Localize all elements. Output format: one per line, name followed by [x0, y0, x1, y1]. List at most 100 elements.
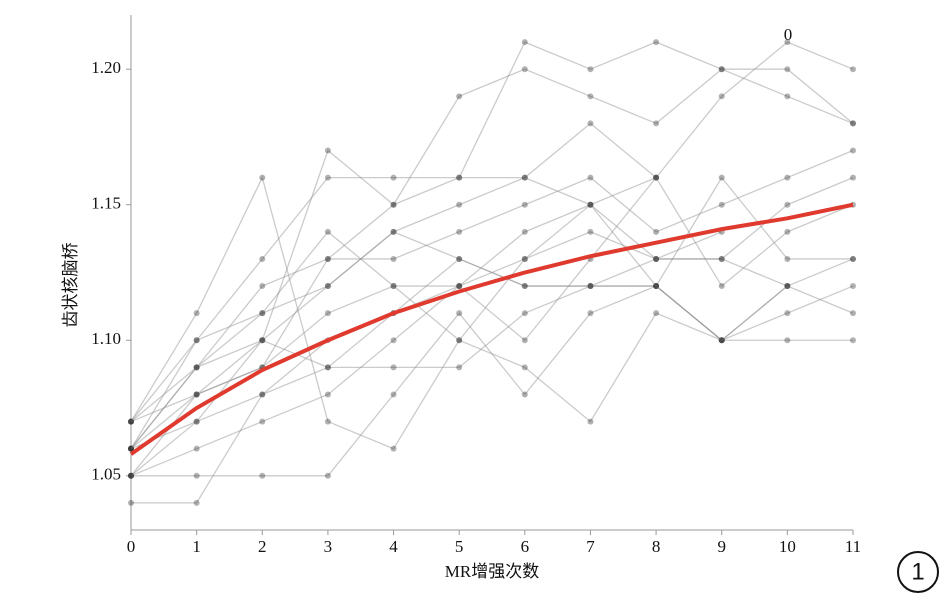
- data-point: [653, 255, 660, 262]
- data-point: [128, 472, 134, 479]
- data-point: [259, 283, 266, 290]
- data-point: [193, 418, 200, 425]
- data-point: [324, 472, 331, 479]
- data-point: [390, 228, 397, 235]
- subject-line: [130, 176, 854, 422]
- data-point: [456, 255, 463, 262]
- data-point: [390, 283, 397, 290]
- data-point: [587, 174, 594, 181]
- data-point: [587, 201, 594, 208]
- x-tick-label: 6: [521, 537, 530, 556]
- data-point: [587, 283, 594, 290]
- data-point: [653, 283, 660, 290]
- data-point: [521, 255, 528, 262]
- data-point: [128, 445, 134, 452]
- data-point: [193, 364, 200, 371]
- data-point: [521, 310, 528, 317]
- x-tick-label: 9: [717, 537, 726, 556]
- data-point: [259, 337, 266, 344]
- data-point: [259, 391, 266, 398]
- figure-label-circle: [897, 551, 939, 593]
- data-point: [653, 283, 660, 290]
- data-point: [456, 283, 463, 290]
- data-point: [784, 174, 791, 181]
- data-point: [259, 310, 266, 317]
- data-point: [193, 337, 200, 344]
- x-tick-label: 1: [192, 537, 201, 556]
- data-point: [850, 147, 856, 154]
- data-point: [324, 174, 331, 181]
- data-point: [128, 445, 134, 452]
- subject-line: [131, 176, 853, 477]
- data-point: [653, 120, 660, 127]
- data-point: [850, 174, 856, 181]
- data-point: [718, 66, 725, 73]
- x-tick-label: 10: [779, 537, 796, 556]
- data-point: [718, 337, 725, 344]
- data-point: [390, 337, 397, 344]
- data-point: [259, 418, 266, 425]
- data-point: [850, 120, 856, 127]
- data-point: [521, 174, 528, 181]
- data-point: [193, 391, 200, 398]
- data-point: [390, 201, 397, 208]
- data-point: [128, 418, 134, 425]
- data-point: [324, 418, 331, 425]
- data-point: [718, 66, 725, 73]
- data-point: [259, 337, 266, 344]
- data-point: [850, 255, 856, 262]
- subject-line: [130, 231, 722, 477]
- data-point: [128, 445, 134, 452]
- data-point: [456, 283, 463, 290]
- x-tick-label: 11: [845, 537, 861, 556]
- data-point: [193, 364, 200, 371]
- y-tick-label: 1.10: [91, 329, 121, 348]
- x-axis-label: MR增强次数: [445, 562, 539, 581]
- data-point: [390, 255, 397, 262]
- data-point: [587, 283, 594, 290]
- data-point: [390, 364, 397, 371]
- data-point: [653, 174, 660, 181]
- data-point: [128, 472, 134, 479]
- data-point: [324, 283, 331, 290]
- subject-line: [130, 176, 854, 477]
- data-point: [324, 364, 331, 371]
- data-point: [259, 255, 266, 262]
- data-point: [390, 228, 397, 235]
- data-point: [784, 39, 791, 46]
- y-tick-label: 1.15: [91, 194, 121, 213]
- data-point: [587, 66, 594, 73]
- data-point: [653, 255, 660, 262]
- data-point: [324, 255, 331, 262]
- subject-line: [130, 175, 788, 450]
- data-point: [324, 283, 331, 290]
- data-point: [653, 174, 660, 181]
- data-point: [718, 337, 725, 344]
- data-point: [128, 445, 134, 452]
- data-point: [718, 174, 725, 181]
- data-point: [653, 283, 660, 290]
- data-point: [850, 120, 856, 127]
- data-point: [193, 499, 200, 506]
- data-point: [521, 201, 528, 208]
- data-point: [521, 337, 528, 344]
- data-point: [850, 310, 856, 317]
- data-point: [784, 93, 791, 100]
- annotation: 0: [784, 25, 793, 44]
- data-point: [653, 310, 660, 317]
- data-point: [456, 93, 463, 100]
- data-point: [128, 472, 134, 479]
- data-point: [653, 174, 660, 181]
- data-point: [456, 283, 463, 290]
- data-point: [587, 201, 594, 208]
- subject-line: [130, 203, 854, 450]
- data-point: [456, 337, 463, 344]
- figure-label: 1: [911, 558, 924, 585]
- data-point: [587, 93, 594, 100]
- data-point: [784, 201, 791, 208]
- data-point: [193, 472, 200, 479]
- fit-line: [129, 202, 854, 456]
- data-point: [193, 391, 200, 398]
